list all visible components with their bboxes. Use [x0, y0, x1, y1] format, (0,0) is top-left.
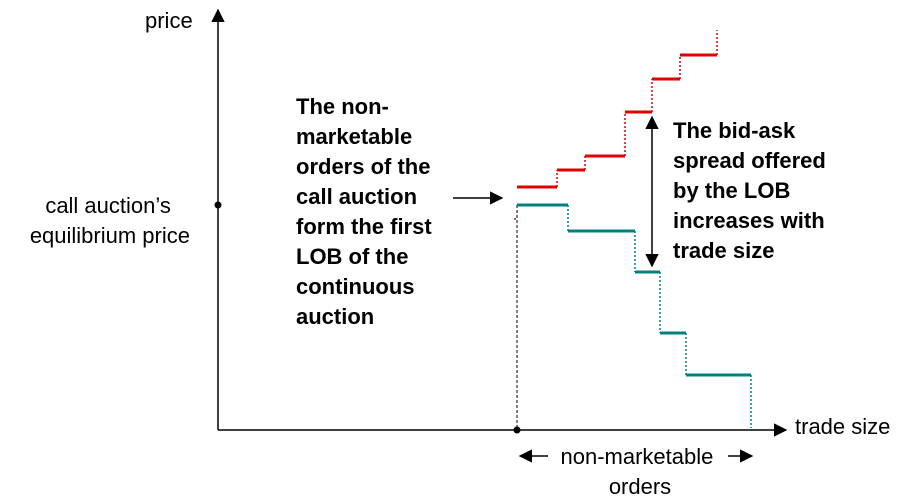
annotation-left: The non- marketable orders of the call a… [296, 94, 438, 329]
y-axis-label: price [145, 8, 193, 33]
annotation-left-line-2: marketable [296, 124, 412, 149]
x-axis-label: trade size [795, 414, 890, 439]
annotation-left-line-3: orders of the [296, 154, 430, 179]
equilibrium-label: call auction’s equilibrium price [30, 193, 190, 248]
start-dot [513, 426, 521, 434]
annotation-right-line-4: increases with [673, 208, 825, 233]
annotation-left-line-5: form the first [296, 214, 432, 239]
annotation-right-line-3: by the LOB [673, 178, 790, 203]
ask-curve [514, 30, 718, 222]
annotation-left-line-6: LOB of the [296, 244, 408, 269]
range-label-line-1: non-marketable [561, 444, 714, 469]
equilibrium-label-line-1: call auction’s [45, 193, 171, 218]
annotation-right: The bid-ask spread offered by the LOB in… [673, 118, 832, 263]
equilibrium-dot [214, 201, 222, 209]
annotation-left-line-8: auction [296, 304, 374, 329]
range-label-line-2: orders [609, 474, 671, 499]
annotation-right-line-5: trade size [673, 238, 775, 263]
annotation-right-line-1: The bid-ask [673, 118, 796, 143]
range-label: non-marketable orders [561, 444, 720, 499]
annotation-right-line-2: spread offered [673, 148, 826, 173]
equilibrium-label-line-2: equilibrium price [30, 223, 190, 248]
annotation-left-line-4: call auction [296, 184, 417, 209]
bid-curve [517, 203, 752, 428]
annotation-left-line-1: The non- [296, 94, 389, 119]
annotation-left-line-7: continuous [296, 274, 415, 299]
